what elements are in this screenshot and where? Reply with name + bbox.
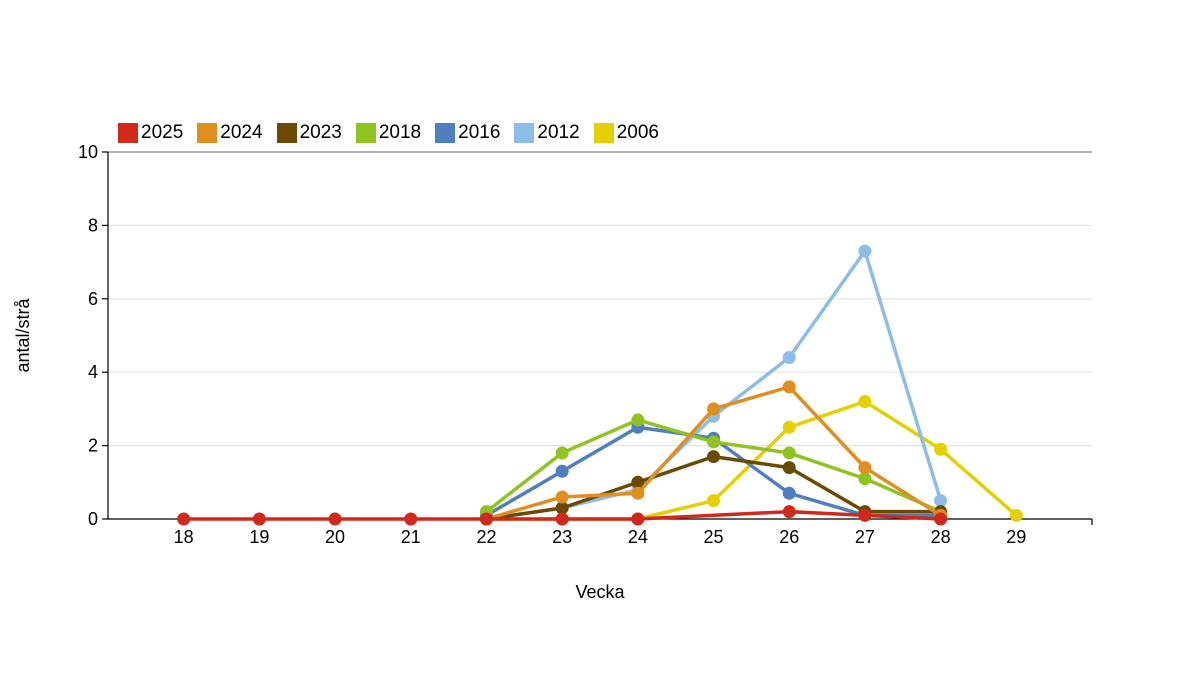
data-point-2024 <box>707 402 721 416</box>
legend-label: 2025 <box>141 122 184 143</box>
x-tick-label: 29 <box>1006 527 1026 547</box>
data-point-2025 <box>328 512 342 526</box>
y-tick-label: 4 <box>88 362 98 382</box>
legend-label: 2023 <box>299 122 342 143</box>
data-point-2025 <box>252 512 266 526</box>
data-point-2025 <box>479 512 493 526</box>
legend-item-2023: 2023 <box>276 122 342 144</box>
legend-item-2006: 2006 <box>593 122 659 144</box>
data-point-2006 <box>782 420 796 434</box>
y-tick-label: 10 <box>78 142 98 162</box>
data-point-2025 <box>177 512 191 526</box>
data-point-2023 <box>631 475 645 489</box>
x-axis-ticks: 18 19 20 21 22 23 24 25 26 27 28 29 <box>174 527 1027 547</box>
x-tick-label: 23 <box>552 527 572 547</box>
x-axis-title: Vecka <box>575 582 625 602</box>
data-point-2018 <box>782 446 796 460</box>
legend-item-2016: 2016 <box>435 122 500 144</box>
data-point-2006 <box>858 395 872 409</box>
data-point-2024 <box>782 380 796 394</box>
data-point-2025 <box>782 505 796 519</box>
x-tick-label: 27 <box>855 527 875 547</box>
legend-swatch <box>197 123 218 143</box>
data-point-2012 <box>858 244 872 258</box>
y-axis-ticks: 0 2 4 6 8 10 <box>78 142 108 529</box>
legend-swatch <box>514 123 535 143</box>
legend-swatch <box>276 123 297 143</box>
data-point-2018 <box>555 446 569 460</box>
series-2025 <box>177 505 948 526</box>
series-line-2025 <box>181 509 943 521</box>
gridlines <box>108 151 1092 447</box>
legend-item-2024: 2024 <box>197 122 263 144</box>
data-point-2025 <box>934 512 948 526</box>
data-point-2023 <box>707 450 721 464</box>
series-layer <box>177 244 1023 526</box>
data-point-2006 <box>1009 508 1023 522</box>
legend-label: 2016 <box>458 122 501 143</box>
y-tick-label: 6 <box>88 289 98 309</box>
legend-label: 2006 <box>616 122 659 143</box>
data-point-2016 <box>555 464 569 478</box>
data-point-2023 <box>555 501 569 515</box>
data-point-2025 <box>631 512 645 526</box>
data-point-2025 <box>555 512 569 526</box>
legend-swatch <box>355 123 376 143</box>
data-point-2006 <box>934 442 948 456</box>
data-point-2018 <box>631 413 645 427</box>
legend-item-2025: 2025 <box>118 122 183 144</box>
x-tick-label: 22 <box>476 527 496 547</box>
data-point-2023 <box>782 461 796 475</box>
legend: 2025 2024 2023 2018 2016 2012 2006 <box>118 122 673 144</box>
y-tick-label: 8 <box>88 215 98 235</box>
x-tick-label: 25 <box>704 527 724 547</box>
x-tick-label: 20 <box>325 527 345 547</box>
data-point-2025 <box>858 508 872 522</box>
data-point-2024 <box>631 486 645 500</box>
data-point-2012 <box>934 494 948 508</box>
x-tick-label: 19 <box>249 527 269 547</box>
x-tick-label: 28 <box>931 527 951 547</box>
x-tick-label: 24 <box>628 527 648 547</box>
data-point-2016 <box>782 486 796 500</box>
data-point-2024 <box>858 461 872 475</box>
series-line-2023 <box>484 454 943 521</box>
data-point-2018 <box>707 435 721 449</box>
x-tick-label: 26 <box>779 527 799 547</box>
legend-label: 2012 <box>537 122 580 143</box>
series-line-2012 <box>484 249 943 521</box>
data-point-2006 <box>707 494 721 508</box>
x-tick-label: 21 <box>401 527 421 547</box>
y-tick-label: 2 <box>88 436 98 456</box>
y-tick-label: 0 <box>88 509 98 529</box>
y-axis-title: antal/strå <box>13 297 33 372</box>
legend-swatch <box>435 123 456 143</box>
data-point-2024 <box>555 490 569 504</box>
data-point-2018 <box>858 472 872 486</box>
legend-item-2018: 2018 <box>355 122 422 144</box>
legend-label: 2024 <box>220 122 263 143</box>
axes <box>107 152 1093 525</box>
legend-label: 2018 <box>378 122 422 143</box>
data-point-2012 <box>782 351 796 365</box>
legend-swatch <box>593 123 614 143</box>
legend-swatch <box>118 123 138 143</box>
x-tick-label: 18 <box>174 527 194 547</box>
data-point-2025 <box>404 512 418 526</box>
legend-item-2012: 2012 <box>514 122 580 144</box>
